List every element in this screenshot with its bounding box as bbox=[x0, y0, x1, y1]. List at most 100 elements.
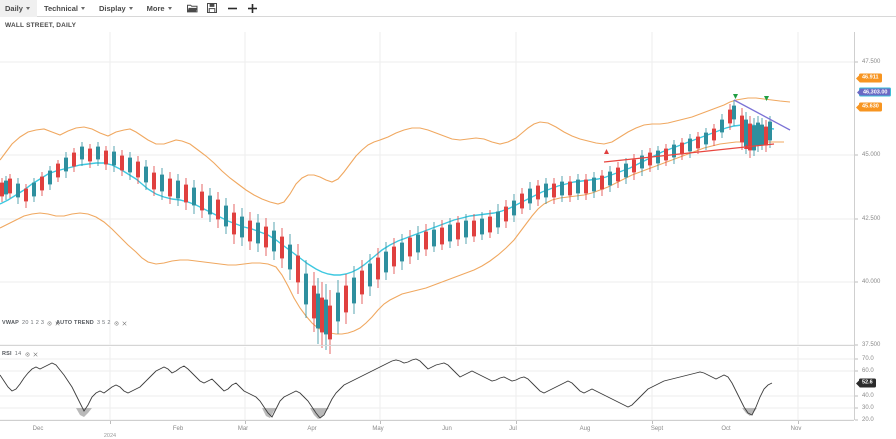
lower-band-price-tag: 45.630 bbox=[859, 102, 882, 112]
rsi-chart-canvas bbox=[0, 347, 854, 421]
auto-trend-indicator-legend[interactable]: AUTO TREND 3 5 2 bbox=[56, 320, 127, 326]
rsi-label: RSI bbox=[2, 351, 12, 357]
x-axis-label: Feb bbox=[172, 426, 184, 432]
rsi-y-tick bbox=[855, 358, 858, 360]
rsi-axis-label: 70.0 bbox=[862, 356, 874, 362]
x-axis-label: Jul bbox=[509, 426, 517, 432]
x-tick bbox=[516, 421, 517, 424]
vwap-label: VWAP bbox=[2, 320, 19, 326]
vwap-upper-band bbox=[0, 97, 791, 205]
rsi-indicator-legend[interactable]: RSI 14 bbox=[2, 351, 38, 357]
y-axis-label: 40.000 bbox=[862, 279, 881, 285]
y-tick bbox=[855, 154, 858, 156]
candlestick-series bbox=[0, 100, 773, 354]
x-tick bbox=[652, 421, 653, 424]
rsi-axis-label: 60.0 bbox=[862, 368, 874, 374]
more-menu[interactable]: More bbox=[140, 0, 179, 17]
y-axis-label: 37.500 bbox=[862, 342, 881, 348]
rsi-params: 14 bbox=[14, 351, 22, 357]
display-menu-label: Display bbox=[98, 3, 126, 13]
upper-band-price-tag: 46.911 bbox=[859, 73, 882, 83]
zoom-in-plus-icon[interactable] bbox=[247, 3, 258, 14]
rsi-oversold-fill bbox=[76, 408, 92, 417]
buy-marker-triangle bbox=[744, 144, 749, 149]
rsi-line bbox=[0, 358, 773, 419]
display-menu[interactable]: Display bbox=[92, 0, 140, 17]
vwap-params: 20 1 2 3 bbox=[22, 320, 45, 326]
x-axis-label: Oct bbox=[721, 426, 731, 432]
main-toolbar: Daily Technical Display More bbox=[0, 0, 896, 17]
rsi-vertical-gridlines bbox=[109, 347, 799, 420]
vwap-close-icon[interactable] bbox=[55, 320, 60, 326]
rsi-oversold-fill bbox=[262, 408, 277, 418]
vwap-lower-band bbox=[0, 141, 784, 335]
save-disk-icon[interactable] bbox=[207, 3, 218, 14]
timeframe-menu-label: Daily bbox=[5, 3, 23, 13]
chart-title: WALL STREET, DAILY bbox=[5, 22, 77, 29]
rsi-y-tick bbox=[855, 395, 858, 397]
technical-menu[interactable]: Technical bbox=[37, 0, 92, 17]
x-axis-label: Jun bbox=[442, 426, 452, 432]
open-folder-icon[interactable] bbox=[186, 3, 198, 14]
auto-trend-markers bbox=[604, 94, 769, 154]
technical-menu-label: Technical bbox=[43, 3, 78, 13]
sell-marker-triangle bbox=[733, 94, 738, 99]
vertical-gridlines bbox=[109, 32, 799, 345]
x-axis-year-label: 2024 bbox=[103, 433, 117, 439]
x-axis-label: Sept bbox=[650, 426, 664, 432]
lower-band-price-value: 45.630 bbox=[862, 103, 879, 110]
rsi-settings-gear-icon[interactable] bbox=[25, 352, 30, 357]
x-tick bbox=[798, 421, 799, 424]
rsi-y-tick bbox=[855, 370, 858, 372]
chevron-down-icon bbox=[80, 7, 85, 10]
sell-marker-triangle bbox=[764, 96, 769, 101]
y-tick bbox=[855, 218, 858, 220]
last-price-value: 46,303.00 bbox=[863, 89, 888, 96]
x-axis-label: Mar bbox=[237, 426, 249, 432]
time-axis[interactable]: Dec Feb Mar Apr May Jun Jul Aug Sept Oct… bbox=[0, 420, 854, 439]
x-tick bbox=[110, 421, 111, 424]
auto-trend-resistance-line[interactable] bbox=[733, 99, 791, 131]
more-menu-label: More bbox=[146, 3, 165, 13]
y-axis-label: 45.000 bbox=[862, 152, 881, 158]
auto-trend-label: AUTO TREND bbox=[56, 320, 94, 326]
zoom-out-minus-icon[interactable] bbox=[227, 3, 238, 14]
upper-band-price-value: 46.911 bbox=[862, 74, 879, 81]
chevron-down-icon bbox=[128, 7, 133, 10]
rsi-axis-label: 40.0 bbox=[862, 393, 874, 399]
price-chart-canvas bbox=[0, 32, 854, 354]
vwap-settings-gear-icon[interactable] bbox=[47, 321, 52, 326]
y-axis-label: 47.500 bbox=[862, 59, 881, 65]
buy-marker-triangle bbox=[604, 149, 609, 154]
x-tick bbox=[380, 421, 381, 424]
last-price-tag: 46,303.00 bbox=[859, 87, 892, 97]
rsi-value: 52.6 bbox=[862, 379, 873, 386]
y-tick bbox=[855, 344, 858, 346]
rsi-y-tick bbox=[855, 419, 858, 421]
auto-trend-settings-gear-icon[interactable] bbox=[114, 321, 119, 326]
y-tick bbox=[855, 61, 858, 63]
rsi-chart-panel[interactable]: RSI 14 bbox=[0, 347, 854, 421]
rsi-value-tag: 52.6 bbox=[859, 378, 876, 388]
vwap-indicator-legend[interactable]: VWAP 20 1 2 3 bbox=[2, 320, 60, 326]
rsi-axis-label: 30.0 bbox=[862, 405, 874, 411]
x-tick bbox=[245, 421, 246, 424]
chevron-down-icon bbox=[167, 7, 172, 10]
x-axis-label: Dec bbox=[32, 426, 44, 432]
price-chart-panel[interactable]: VWAP 20 1 2 3 AUTO TREND 3 5 2 bbox=[0, 32, 854, 354]
toolbar-icon-group bbox=[186, 3, 258, 14]
auto-trend-params: 3 5 2 bbox=[96, 320, 111, 326]
panel-divider bbox=[0, 345, 854, 346]
chevron-down-icon bbox=[25, 7, 30, 10]
rsi-close-icon[interactable] bbox=[32, 351, 38, 357]
x-axis-label: Aug bbox=[579, 426, 591, 432]
auto-trend-close-icon[interactable] bbox=[122, 320, 127, 326]
rsi-axis-label: 20.0 bbox=[862, 417, 874, 423]
x-axis-label: May bbox=[372, 426, 384, 432]
timeframe-menu[interactable]: Daily bbox=[0, 0, 37, 17]
price-axis[interactable]: 47.500 45.000 42.500 40.000 37.500 46.91… bbox=[854, 32, 896, 423]
x-axis-label: Apr bbox=[307, 426, 317, 432]
x-axis-label: Nov bbox=[790, 426, 802, 432]
y-axis-label: 42.500 bbox=[862, 216, 881, 222]
